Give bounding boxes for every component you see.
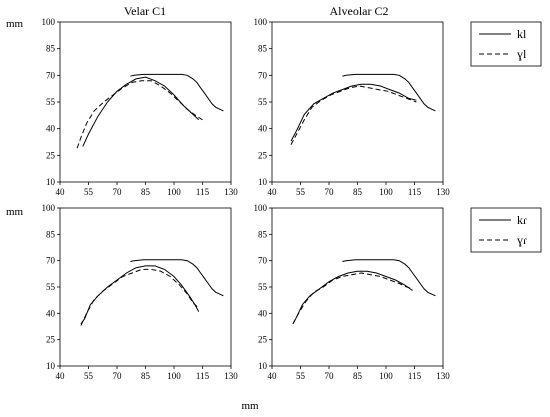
y-tick-label: 85 [258, 44, 268, 54]
x-tick-label: 40 [268, 187, 278, 197]
y-tick-label: 40 [258, 124, 268, 134]
x-tick-label: 130 [436, 371, 450, 381]
x-tick-label: 130 [224, 187, 238, 197]
x-tick-label: 100 [167, 371, 181, 381]
legend-box [471, 208, 541, 252]
x-tick-label: 85 [353, 371, 363, 381]
legend-label: kl [517, 27, 527, 41]
x-tick-label: 100 [379, 187, 393, 197]
series-line [291, 86, 416, 145]
x-tick-label: 40 [268, 371, 278, 381]
title-velar: Velar C1 [124, 4, 166, 18]
x-unit: mm [241, 400, 259, 412]
legend-2: kɾ ɣɾ [471, 208, 541, 252]
series-line [130, 74, 223, 111]
y-tick-label: 100 [42, 17, 56, 27]
x-tick-label: 100 [379, 371, 393, 381]
plot-1: 10 25 40 55 70 85 100 40 55 70 85 100 115 130 [42, 17, 239, 197]
series-line [81, 269, 199, 325]
y-tick-label: 10 [46, 177, 56, 187]
series-line [130, 260, 223, 296]
y-tick-label: 100 [42, 203, 56, 213]
series-line [293, 273, 413, 324]
x-tick-label: 55 [296, 371, 306, 381]
x-tick-label: 85 [141, 371, 151, 381]
y-tick-label: 40 [46, 308, 56, 318]
plot-frame [272, 22, 443, 182]
series-line [293, 271, 413, 324]
y-tick-label: 70 [46, 70, 56, 80]
y-tick-label: 25 [46, 150, 56, 160]
y-unit-top: mm [6, 18, 24, 30]
y-tick-label: 25 [258, 150, 268, 160]
series-line [83, 77, 199, 146]
x-tick-label: 115 [196, 187, 210, 197]
x-tick-label: 55 [296, 187, 306, 197]
y-tick-label: 100 [254, 17, 268, 27]
legends: kl ɣl kɾ ɣɾ [471, 22, 541, 252]
legend-label: ɣl [517, 47, 527, 61]
x-tick-label: 100 [167, 187, 181, 197]
x-tick-label: 130 [224, 371, 238, 381]
series-line [342, 74, 435, 111]
y-tick-label: 85 [46, 229, 56, 239]
series-line [77, 81, 202, 149]
y-tick-label: 70 [46, 256, 56, 266]
plot-frame [272, 208, 443, 366]
y-unit-bottom: mm [6, 206, 24, 218]
plot-frame [60, 208, 231, 366]
x-tick-label: 70 [113, 371, 123, 381]
x-tick-label: 40 [56, 371, 66, 381]
y-tick-label: 10 [258, 361, 268, 371]
x-tick-label: 115 [196, 371, 210, 381]
legend-label: ɣɾ [517, 233, 527, 247]
plot-4: 10 25 40 55 70 85 100 40 55 70 85 100 115 130 [254, 203, 451, 381]
y-tick-label: 25 [258, 335, 268, 345]
x-tick-label: 40 [56, 187, 66, 197]
y-tick-label: 25 [46, 335, 56, 345]
y-tick-label: 70 [258, 70, 268, 80]
y-tick-label: 100 [254, 203, 268, 213]
x-tick-label: 85 [353, 187, 363, 197]
plot-3: 10 25 40 55 70 85 100 40 55 70 85 100 115 130 [42, 203, 239, 381]
y-tick-label: 40 [46, 124, 56, 134]
y-tick-label: 55 [46, 97, 56, 107]
plot-frame [60, 22, 231, 182]
y-tick-label: 55 [258, 282, 268, 292]
y-tick-label: 85 [258, 229, 268, 239]
x-tick-label: 115 [408, 187, 422, 197]
x-tick-label: 130 [436, 187, 450, 197]
y-tick-label: 10 [258, 177, 268, 187]
title-alveolar: Alveolar C2 [330, 4, 389, 18]
y-tick-label: 40 [258, 308, 268, 318]
x-tick-label: 70 [325, 187, 335, 197]
y-tick-label: 85 [46, 44, 56, 54]
legend-box [471, 22, 541, 66]
plot-2: 10 25 40 55 70 85 100 40 55 70 85 100 115 130 [254, 17, 451, 197]
x-tick-label: 70 [113, 187, 123, 197]
x-tick-label: 55 [84, 371, 94, 381]
y-tick-label: 55 [258, 97, 268, 107]
series-line [291, 84, 416, 141]
y-tick-label: 70 [258, 256, 268, 266]
x-tick-label: 85 [141, 187, 151, 197]
x-tick-label: 115 [408, 371, 422, 381]
legend-label: kɾ [517, 213, 527, 227]
legend-1: kl ɣl [471, 22, 541, 66]
x-tick-label: 55 [84, 187, 94, 197]
y-tick-label: 10 [46, 361, 56, 371]
y-tick-label: 55 [46, 282, 56, 292]
x-tick-label: 70 [325, 371, 335, 381]
